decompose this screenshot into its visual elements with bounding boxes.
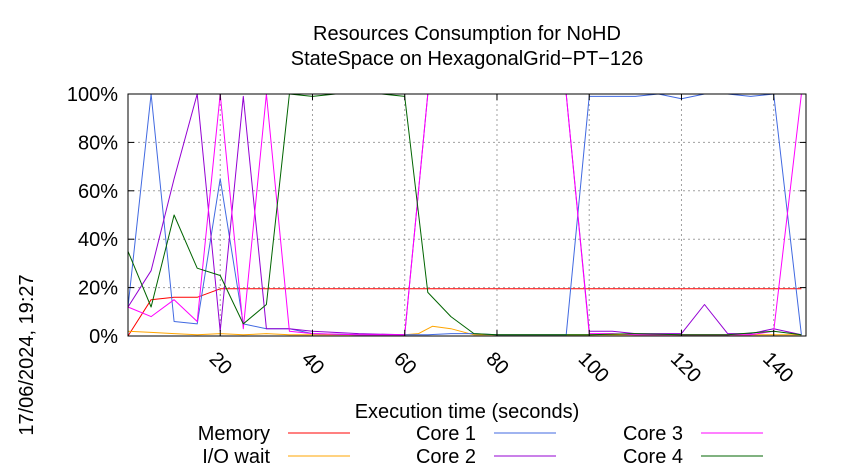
y-tick-label: 80% [78,132,118,154]
chart-subtitle: StateSpace on HexagonalGrid−PT−126 [291,48,643,70]
y-tick-label: 0% [89,326,118,348]
y-tick-label: 40% [78,229,118,251]
legend-label-memory: Memory [198,423,270,445]
timestamp: 17/06/2024, 19:27 [16,274,38,435]
legend-label-i-o-wait: I/O wait [202,446,270,468]
x-tick-label: 140 [758,348,797,387]
x-tick-label: 120 [666,348,705,387]
series-line-core-2 [127,93,802,336]
x-tick-label: 20 [205,348,236,379]
y-tick-label: 60% [78,181,118,203]
axis-ticks: 0% 20% 40% 60% 80% 100% 20 40 60 80 100 120 140 [67,84,806,387]
series-line-core-3 [127,93,802,336]
legend-label-core-3: Core 3 [623,423,683,445]
x-axis-label: Execution time (seconds) [355,401,580,423]
x-tick-label: 80 [481,348,512,379]
series-line-core-1 [127,93,802,336]
legend-label-core-1: Core 1 [416,423,476,445]
y-tick-label: 100% [67,84,118,106]
series-group [127,93,802,337]
series-line-core-4 [127,93,802,336]
series-line-memory [127,288,802,337]
legend-label-core-2: Core 2 [416,446,476,468]
chart-title: Resources Consumption for NoHD [313,23,621,45]
x-tick-label: 100 [574,348,613,387]
legend-label-core-4: Core 4 [623,446,683,468]
y-tick-label: 20% [78,278,118,300]
plot-frame [127,93,807,337]
x-tick-label: 60 [389,348,420,379]
grid-lines [128,94,806,336]
x-tick-label: 40 [297,348,328,379]
